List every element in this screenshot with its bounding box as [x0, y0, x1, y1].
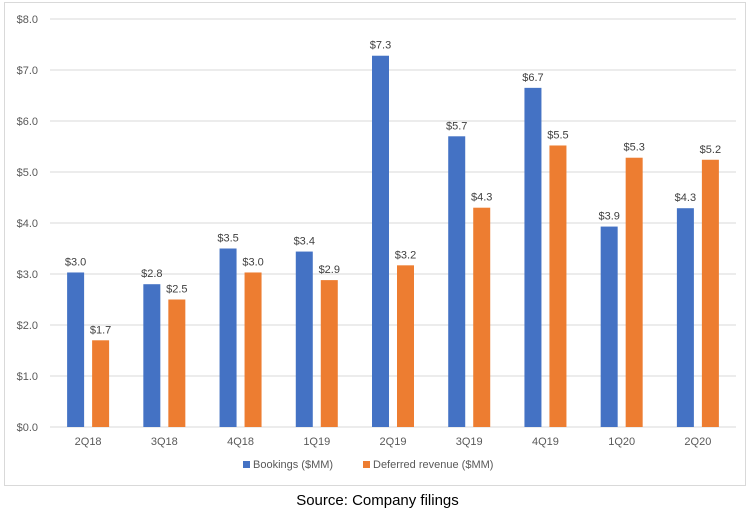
deferred-revenue-bar [473, 207, 491, 427]
data-label: $2.5 [166, 284, 187, 296]
x-tick-label: 2Q18 [75, 436, 102, 448]
source-caption: Source: Company filings [296, 492, 459, 509]
data-labels: $3.0 $1.7 $2.8 $2.5 $3.5 $3.0 $3.4 $2.9 $7.3 $3.2… [65, 40, 721, 337]
legend-label-deferred-revenue: Deferred revenue ($MM) [373, 459, 493, 471]
y-tick-label: $6.0 [17, 116, 38, 128]
data-label: $3.9 [598, 211, 619, 223]
data-label: $2.8 [141, 268, 162, 280]
data-label: $5.7 [446, 120, 467, 132]
legend-swatch-deferred-revenue [363, 461, 370, 468]
legend-swatch-bookings [243, 461, 250, 468]
deferred-revenue-bar [549, 145, 567, 428]
bookings-bar [600, 226, 618, 427]
data-label: $3.2 [395, 249, 416, 261]
data-label: $6.7 [522, 72, 543, 84]
bars [67, 55, 719, 428]
bookings-bar [67, 272, 85, 427]
bookings-bar [295, 251, 313, 427]
legend: Bookings ($MM) Deferred revenue ($MM) [243, 459, 493, 471]
y-tick-label: $4.0 [17, 218, 38, 230]
data-label: $5.3 [623, 142, 644, 154]
x-tick-label: 1Q19 [303, 436, 330, 448]
bookings-bar [676, 208, 694, 427]
x-tick-label: 3Q18 [151, 436, 178, 448]
bookings-bar [448, 136, 466, 428]
gridlines [50, 18, 736, 428]
y-tick-label: $1.0 [17, 371, 38, 383]
data-label: $4.3 [675, 192, 696, 204]
x-tick-label: 4Q18 [227, 436, 254, 448]
deferred-revenue-bar [168, 299, 186, 427]
x-axis-tick-labels: 2Q18 3Q18 4Q18 1Q19 2Q19 3Q19 4Q19 1Q20 2Q20 [75, 436, 712, 448]
y-axis-tick-labels: $0.0 $1.0 $2.0 $3.0 $4.0 $5.0 $6.0 $7.0 $8.0 [17, 14, 38, 434]
data-label: $1.7 [90, 324, 111, 336]
y-tick-label: $3.0 [17, 269, 38, 281]
bookings-bar [143, 284, 161, 427]
data-label: $3.4 [294, 236, 315, 248]
legend-label-bookings: Bookings ($MM) [253, 459, 333, 471]
bar-chart: $0.0 $1.0 $2.0 $3.0 $4.0 $5.0 $6.0 $7.0 $8.0 $3.… [17, 14, 736, 471]
data-label: $3.0 [242, 256, 263, 268]
data-label: $4.3 [471, 192, 492, 204]
x-tick-label: 2Q19 [380, 436, 407, 448]
y-tick-label: $0.0 [17, 422, 38, 434]
x-tick-label: 2Q20 [684, 436, 711, 448]
deferred-revenue-bar [244, 272, 262, 427]
y-tick-label: $8.0 [17, 14, 38, 26]
deferred-revenue-bar [320, 280, 338, 427]
x-tick-label: 3Q19 [456, 436, 483, 448]
data-label: $5.5 [547, 129, 568, 141]
x-tick-label: 1Q20 [608, 436, 635, 448]
y-tick-label: $2.0 [17, 320, 38, 332]
deferred-revenue-bar [701, 159, 719, 427]
deferred-revenue-bar [625, 157, 643, 427]
bookings-bar [372, 55, 389, 427]
bookings-bar [219, 248, 237, 427]
data-label: $7.3 [370, 40, 391, 52]
bookings-bar [524, 87, 542, 427]
y-tick-label: $5.0 [17, 167, 38, 179]
x-tick-label: 4Q19 [532, 436, 559, 448]
deferred-revenue-bar [397, 265, 414, 427]
data-label: $3.0 [65, 256, 86, 268]
deferred-revenue-bar [92, 340, 110, 427]
y-tick-label: $7.0 [17, 65, 38, 77]
data-label: $3.5 [217, 233, 238, 245]
data-label: $5.2 [700, 144, 721, 156]
data-label: $2.9 [319, 264, 340, 276]
